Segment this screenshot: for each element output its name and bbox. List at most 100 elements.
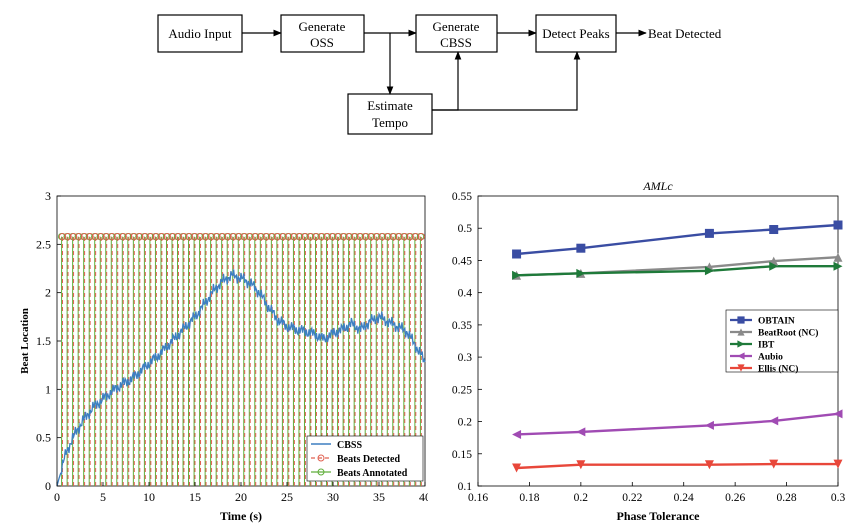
x-tick-label: 35 <box>373 490 385 504</box>
arrow-tempo-to-peaks <box>432 51 581 111</box>
generate-cbss-label-line1: Generate <box>433 19 480 34</box>
detect-peaks-label: Detect Peaks <box>542 26 610 41</box>
beat-detected-marker <box>191 232 199 241</box>
y-tick-label: 0.45 <box>452 255 472 267</box>
beat-detected-marker <box>69 232 78 241</box>
series-marker <box>704 266 714 276</box>
series-marker <box>576 460 586 470</box>
series-marker <box>512 270 522 280</box>
y-tick-label: 1.5 <box>36 334 51 348</box>
amlc-phase-tolerance-chart: AMLc 0.16 0.18 0.2 0.22 0.24 0.26 0.28 0.3 0.1 0… <box>452 179 846 523</box>
estimate-tempo-label-line2: Tempo <box>372 115 408 130</box>
y-tick-label: 0.55 <box>452 191 472 203</box>
estimate-tempo-block: Estimate Tempo <box>347 93 433 135</box>
x-tick-label: 0.3 <box>831 492 846 504</box>
beat-detected-marker <box>362 232 370 241</box>
series-marker <box>769 261 779 271</box>
legend-label-cbss: CBSS <box>337 440 362 451</box>
x-tick-label: 40 <box>419 490 428 504</box>
beat-detected-marker <box>241 232 249 241</box>
beat-detected-marker <box>125 232 133 241</box>
y-axis-label: Beat Location <box>19 308 31 374</box>
arrow-tempo-to-cbss <box>432 51 462 111</box>
series-marker <box>833 220 843 230</box>
beat-detected-marker <box>263 232 271 241</box>
beat-detected-marker <box>318 232 326 241</box>
legend-label-beats-annotated: Beats Annotated <box>337 468 408 479</box>
x-tick-label: 0.18 <box>519 492 539 504</box>
legend-label: IBT <box>758 341 775 351</box>
beat-detected-marker <box>395 232 403 241</box>
beat-detected-marker <box>114 232 122 241</box>
series-marker <box>512 463 522 473</box>
beat-detected-marker <box>367 232 376 241</box>
series-marker <box>737 328 745 336</box>
x-axis-label: Phase Tolerance <box>617 509 701 523</box>
series-marker <box>833 252 843 262</box>
beat-detected-marker <box>108 232 116 241</box>
legend-label-beats-detected: Beats Detected <box>337 454 400 465</box>
system-block-diagram: Audio Input Generate OSS Generate CBSS D… <box>157 14 722 135</box>
series-marker <box>737 340 745 348</box>
beat-detected-marker <box>351 232 359 241</box>
y-tick-label: 0.2 <box>458 417 473 429</box>
beat-detected-marker <box>301 232 310 241</box>
beat-detected-marker <box>103 232 111 241</box>
x-tick-label: 20 <box>235 490 247 504</box>
legend-label: BeatRoot (NC) <box>758 328 818 339</box>
beat-detected-marker <box>174 232 183 241</box>
series-marker <box>769 416 779 426</box>
x-tick-label: 15 <box>189 490 201 504</box>
series-marker <box>704 228 714 238</box>
beat-detected-marker <box>97 232 105 241</box>
y-tick-label: 0.35 <box>452 320 472 332</box>
y-tick-label: 0.1 <box>458 481 473 493</box>
beat-detected-marker <box>401 232 409 241</box>
series-marker <box>512 429 522 439</box>
y-tick-label: 2.5 <box>36 237 51 251</box>
y-tick-label: 0.4 <box>458 288 473 300</box>
beat-detected-marker <box>158 232 166 241</box>
series-marker <box>769 225 779 235</box>
series-marker <box>737 352 745 360</box>
beat-detected-marker <box>412 232 420 241</box>
beat-detected-marker <box>296 232 304 241</box>
beat-detected-marker <box>252 232 260 241</box>
series-marker <box>833 459 843 469</box>
beat-detected-marker <box>86 232 94 241</box>
beat-detected-marker <box>147 232 155 241</box>
beat-detected-marker <box>64 232 72 241</box>
beat-detected-marker <box>169 232 177 241</box>
beat-detected-marker <box>152 232 161 241</box>
x-tick-label: 0.22 <box>622 492 642 504</box>
x-tick-label: 0.16 <box>468 492 488 504</box>
beat-detected-marker <box>279 232 287 241</box>
beat-detected-marker <box>91 232 100 241</box>
y-tick-label: 2 <box>45 286 51 300</box>
y-tick-label: 0 <box>45 479 51 493</box>
beat-detected-marker <box>224 232 232 241</box>
chart-title: AMLc <box>642 179 673 193</box>
beat-detected-label: Beat Detected <box>648 26 722 41</box>
beat-detected-marker <box>196 232 205 241</box>
beat-detected-marker <box>373 232 381 241</box>
x-tick-label: 30 <box>327 490 339 504</box>
estimate-tempo-label-line1: Estimate <box>367 98 413 113</box>
x-axis-label: Time (s) <box>220 509 262 523</box>
cbss-beat-chart: 0 5 10 15 20 25 30 35 40 00.511.522.53 Time (s) … <box>19 189 428 523</box>
beat-detected-marker <box>257 232 265 241</box>
generate-oss-label-line1: Generate <box>299 19 346 34</box>
beat-detected-marker <box>329 232 337 241</box>
beat-detected-marker <box>345 232 354 241</box>
beat-detected-marker <box>268 232 276 241</box>
beat-detected-marker <box>312 232 321 241</box>
y-tick-label: 3 <box>45 189 51 203</box>
generate-cbss-label-line2: CBSS <box>440 35 472 50</box>
legend-label: Ellis (NC) <box>758 364 798 375</box>
legend-label: OBTAIN <box>758 317 795 327</box>
x-tick-label: 0.26 <box>725 492 745 504</box>
series-marker <box>576 268 586 278</box>
x-tick-label: 5 <box>100 490 106 504</box>
beat-detected-marker <box>130 232 138 241</box>
